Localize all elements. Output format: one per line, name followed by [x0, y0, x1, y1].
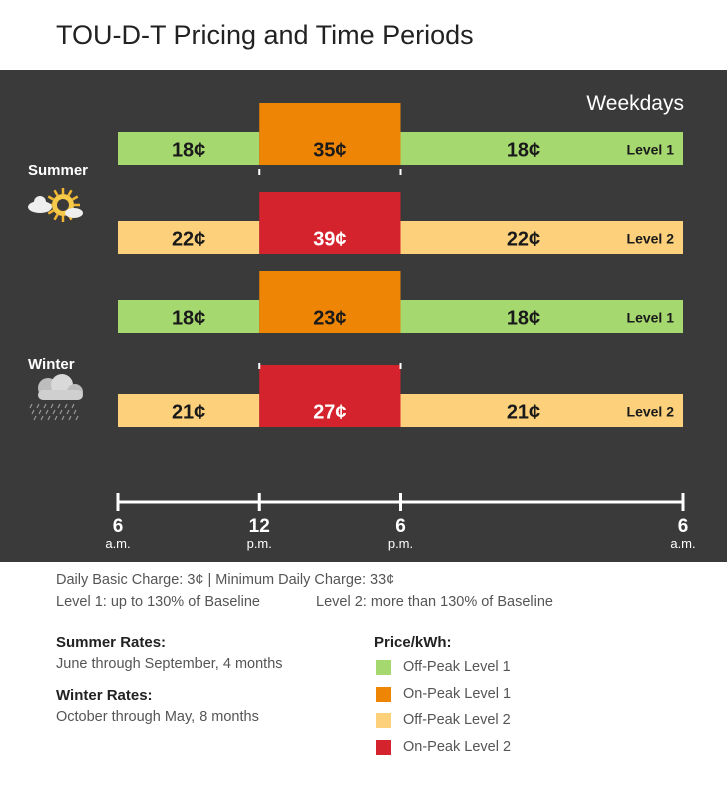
legend-swatch — [376, 660, 391, 675]
chart-title: Weekdays — [586, 92, 684, 115]
price-label: 21¢ — [172, 402, 205, 424]
rain-cloud-icon — [29, 374, 83, 421]
basic-charge-info: Daily Basic Charge: 3¢ | Minimum Daily C… — [56, 572, 395, 588]
price-bar-segment — [259, 271, 401, 333]
x-tick-period: a.m. — [105, 536, 130, 551]
x-tick-label: 6 — [113, 516, 124, 537]
legend-label: Off-Peak Level 1 — [403, 659, 511, 675]
price-label: 22¢ — [507, 229, 540, 251]
season-label-summer: Summer — [28, 162, 88, 179]
sun-cloud-icon — [28, 188, 83, 222]
legend-heading: Price/kWh: — [374, 634, 452, 651]
legend-swatch — [376, 739, 391, 755]
price-label: 18¢ — [507, 140, 540, 162]
price-label: 21¢ — [507, 402, 540, 424]
x-tick-label: 6 — [678, 516, 689, 537]
summer-rates-text: June through September, 4 months — [56, 656, 283, 672]
price-bar-segment — [118, 132, 260, 165]
price-label: 23¢ — [313, 308, 346, 330]
level-1-info: Level 1: up to 130% of Baseline — [56, 594, 260, 610]
price-bar-segment — [118, 300, 260, 333]
summer-rates-heading: Summer Rates: — [56, 634, 167, 651]
price-label: 22¢ — [172, 229, 205, 251]
level-label: Level 2 — [627, 231, 675, 247]
x-tick-period: a.m. — [670, 536, 695, 551]
legend-label: Off-Peak Level 2 — [403, 712, 511, 728]
x-tick-period: p.m. — [388, 536, 413, 551]
legend-label: On-Peak Level 2 — [403, 738, 512, 755]
price-label: 35¢ — [313, 140, 346, 162]
price-label: 39¢ — [313, 229, 346, 251]
level-label: Level 1 — [627, 310, 675, 326]
price-label: 27¢ — [313, 402, 346, 424]
price-bar-segment — [259, 192, 401, 254]
price-bar-segment — [118, 394, 260, 427]
legend-label: On-Peak Level 1 — [403, 685, 512, 702]
price-bar-segment — [400, 132, 683, 165]
price-bar-segment — [118, 221, 260, 254]
winter-rates-text: October through May, 8 months — [56, 709, 259, 725]
price-label: 18¢ — [507, 308, 540, 330]
winter-rates-heading: Winter Rates: — [56, 687, 153, 704]
price-bar-segment — [400, 221, 683, 254]
legend-swatch — [376, 686, 391, 702]
price-bar-segment — [400, 394, 683, 427]
chart-panel: Weekdays 18¢ 35¢ 18¢ Level 1 22¢ 39¢ 22¢ Level 2… — [0, 70, 727, 562]
price-label: 18¢ — [172, 140, 205, 162]
x-tick-period: p.m. — [247, 536, 272, 551]
level-2-info: Level 2: more than 130% of Baseline — [316, 594, 553, 610]
x-tick-label: 6 — [395, 516, 406, 537]
legend-swatch — [376, 713, 391, 728]
price-label: 18¢ — [172, 308, 205, 330]
pricing-chart: Weekdays 18¢ 35¢ 18¢ Level 1 22¢ 39¢ 22¢ Level 2… — [28, 92, 696, 551]
price-bar-segment — [400, 300, 683, 333]
level-label: Level 1 — [627, 142, 675, 158]
x-tick-label: 12 — [249, 516, 270, 537]
season-label-winter: Winter — [28, 356, 75, 373]
page-title: TOU-D-T Pricing and Time Periods — [56, 20, 474, 50]
price-bar-segment — [259, 103, 401, 165]
price-bar-segment — [259, 365, 401, 427]
level-label: Level 2 — [627, 404, 675, 420]
